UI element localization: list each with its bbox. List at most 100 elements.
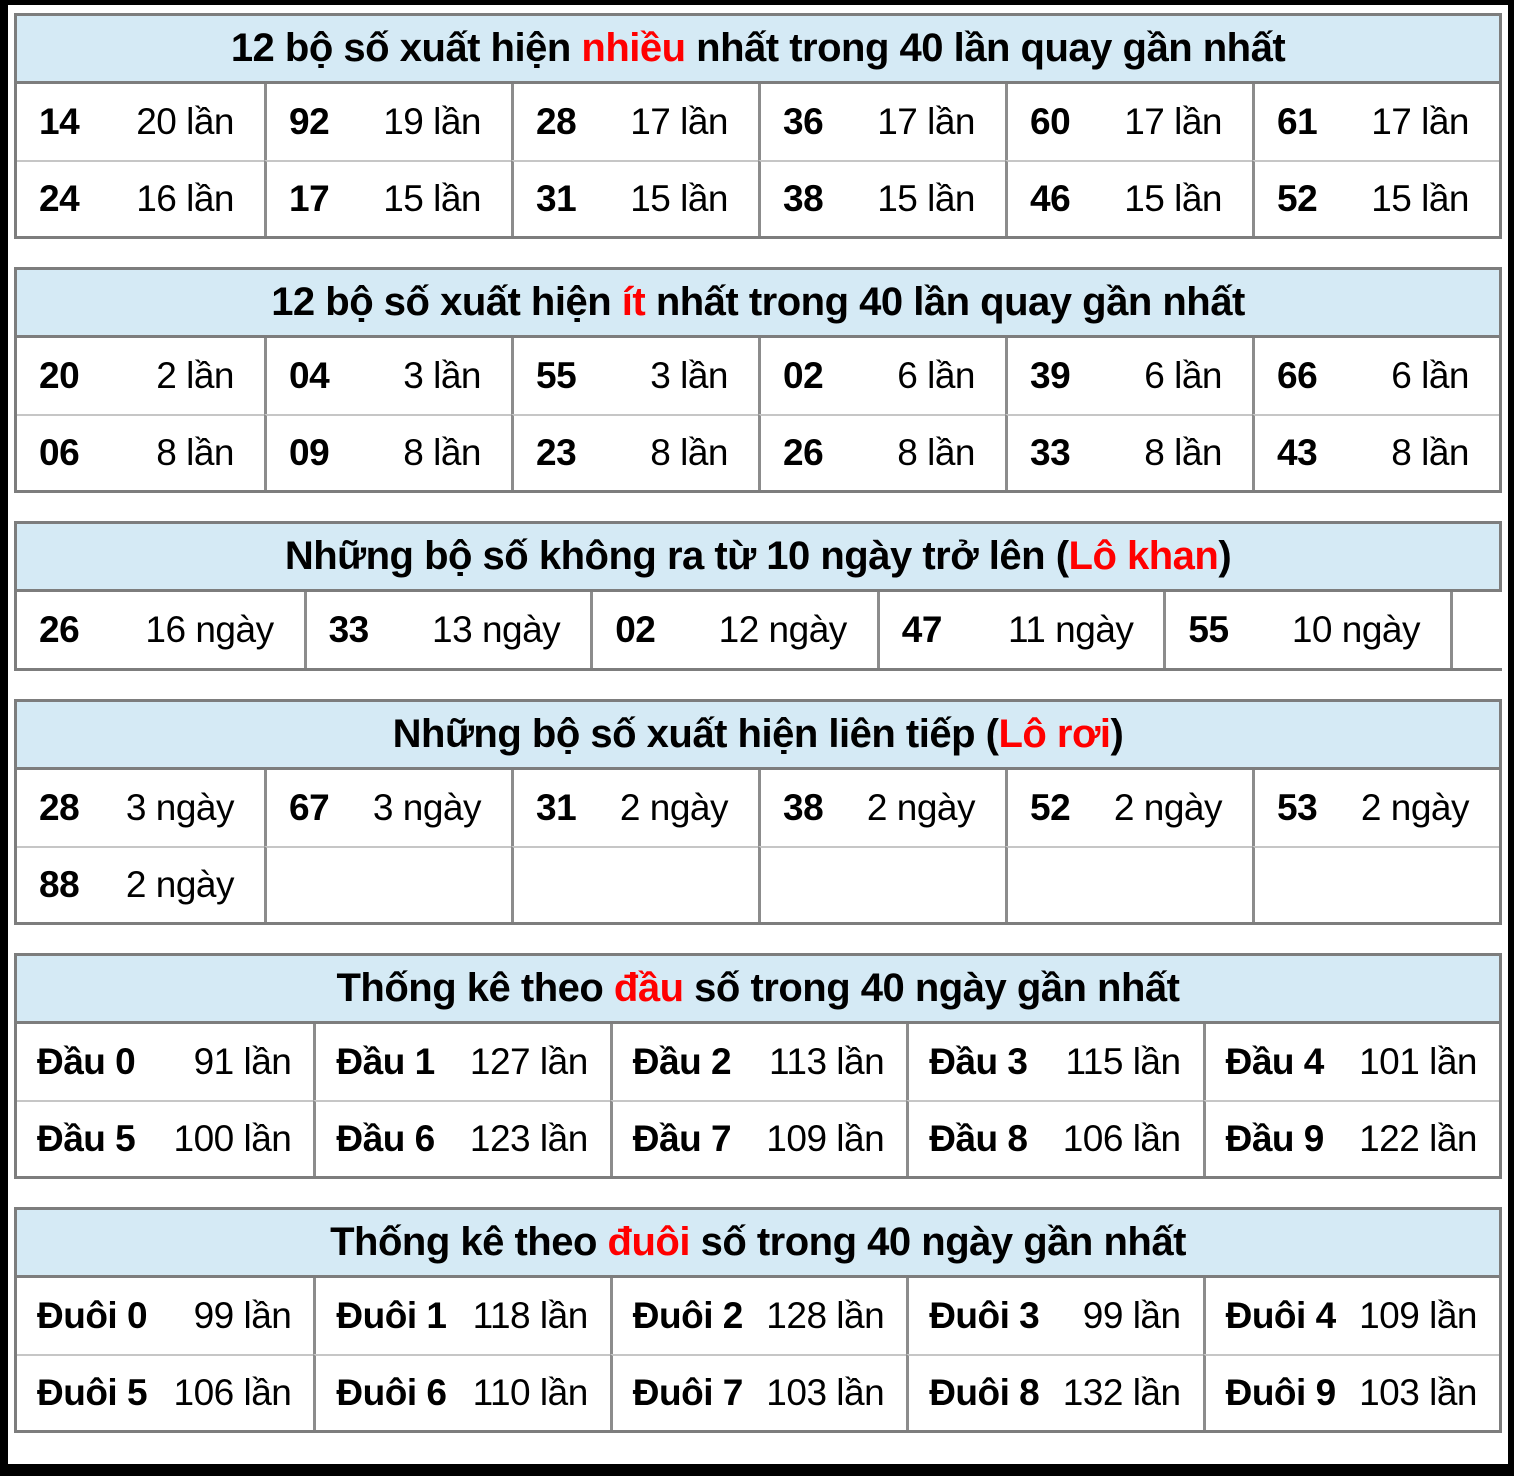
stat-cell: 26 8 lần bbox=[758, 414, 1005, 490]
stat-cell: Đầu 0 91 lần bbox=[17, 1024, 314, 1100]
table-duoi-so-grid: Đuôi 0 99 lần Đuôi 1 118 lần Đuôi 2 128 lần Đu… bbox=[17, 1278, 1499, 1430]
cell-number: Đầu 8 bbox=[929, 1118, 1028, 1159]
cell-count: 2 ngày bbox=[1360, 787, 1470, 828]
cell-number: Đuôi 5 bbox=[37, 1372, 148, 1413]
cell-number: 20 bbox=[39, 355, 80, 396]
cell-number: 53 bbox=[1277, 787, 1318, 828]
cell-number: 02 bbox=[783, 355, 824, 396]
lottery-statistics-page: 12 bộ số xuất hiện nhiều nhất trong 40 l… bbox=[8, 5, 1508, 1464]
table-duoi-so: Thống kê theo đuôi số trong 40 ngày gần … bbox=[14, 1207, 1502, 1433]
cell-count: 17 lần bbox=[877, 101, 975, 142]
stat-cell: Đuôi 7 103 lần bbox=[609, 1354, 907, 1430]
cell-number: 23 bbox=[536, 432, 577, 473]
cell-number: 52 bbox=[1277, 178, 1318, 219]
cell-count: 101 lần bbox=[1359, 1041, 1477, 1082]
table-most-frequent-header: 12 bộ số xuất hiện nhiều nhất trong 40 l… bbox=[17, 16, 1499, 84]
empty-cell bbox=[1252, 846, 1499, 922]
stat-cell: Đuôi 0 99 lần bbox=[17, 1278, 314, 1354]
cell-number: 92 bbox=[289, 101, 330, 142]
cell-count: 17 lần bbox=[630, 101, 728, 142]
stat-cell: 67 3 ngày bbox=[264, 770, 511, 846]
stat-cell: 53 2 ngày bbox=[1252, 770, 1499, 846]
cell-number: 33 bbox=[1030, 432, 1071, 473]
cell-count: 15 lần bbox=[630, 178, 728, 219]
table-dau-so: Thống kê theo đầu số trong 40 ngày gần n… bbox=[14, 953, 1502, 1179]
cell-number: Đầu 4 bbox=[1225, 1041, 1325, 1082]
stat-cell: 06 8 lần bbox=[17, 414, 264, 490]
cell-count: 20 lần bbox=[136, 101, 234, 142]
cell-number: 31 bbox=[536, 787, 577, 828]
cell-count: 6 lần bbox=[1144, 355, 1222, 396]
title-keyword-red: ít bbox=[621, 280, 646, 324]
cell-count: 12 ngày bbox=[718, 609, 848, 650]
cell-number: 28 bbox=[39, 787, 80, 828]
cell-count: 3 ngày bbox=[372, 787, 482, 828]
stat-cell: Đầu 8 106 lần bbox=[906, 1100, 1203, 1176]
cell-number: 28 bbox=[536, 101, 577, 142]
cell-number: Đuôi 3 bbox=[929, 1295, 1040, 1336]
cell-number: Đầu 1 bbox=[336, 1041, 435, 1082]
cell-number: 04 bbox=[289, 355, 330, 396]
stat-cell: 60 17 lần bbox=[1005, 84, 1252, 160]
cell-count: 132 lần bbox=[1062, 1372, 1181, 1413]
title-text-post: số trong 40 ngày gần nhất bbox=[689, 1220, 1187, 1264]
cell-count: 8 lần bbox=[897, 432, 975, 473]
cell-number: 36 bbox=[783, 101, 824, 142]
empty-cell bbox=[758, 846, 1005, 922]
stat-cell: 23 8 lần bbox=[511, 414, 758, 490]
stat-cell: 66 6 lần bbox=[1252, 338, 1499, 414]
cell-count: 122 lần bbox=[1359, 1118, 1477, 1159]
stat-cell: 33 13 ngày bbox=[303, 592, 591, 668]
table-lo-roi-header: Những bộ số xuất hiện liên tiếp (Lô rơi) bbox=[17, 702, 1499, 770]
cell-count: 3 ngày bbox=[125, 787, 235, 828]
title-keyword-red: Lô rơi bbox=[998, 712, 1111, 756]
stat-cell: 88 2 ngày bbox=[17, 846, 264, 922]
stat-cell: 55 10 ngày bbox=[1163, 592, 1450, 668]
cell-number: 26 bbox=[39, 609, 80, 650]
empty-cell bbox=[1450, 592, 1505, 668]
cell-number: 43 bbox=[1277, 432, 1318, 473]
stat-cell: Đuôi 1 118 lần bbox=[313, 1278, 610, 1354]
stat-cell: 38 2 ngày bbox=[758, 770, 1005, 846]
cell-number: Đuôi 0 bbox=[37, 1295, 148, 1336]
cell-count: 106 lần bbox=[1062, 1118, 1181, 1159]
title-text-post: số trong 40 ngày gần nhất bbox=[683, 966, 1180, 1010]
cell-count: 8 lần bbox=[1391, 432, 1469, 473]
empty-cell bbox=[511, 846, 758, 922]
cell-number: Đầu 7 bbox=[632, 1118, 732, 1159]
stat-cell: 46 15 lần bbox=[1005, 160, 1252, 236]
cell-number: Đầu 5 bbox=[37, 1118, 136, 1159]
cell-count: 8 lần bbox=[156, 432, 234, 473]
cell-number: Đuôi 4 bbox=[1225, 1295, 1337, 1336]
title-keyword-red: đuôi bbox=[607, 1220, 691, 1264]
cell-number: Đuôi 7 bbox=[632, 1372, 744, 1413]
stat-cell: 33 8 lần bbox=[1005, 414, 1252, 490]
stat-cell: 28 3 ngày bbox=[17, 770, 264, 846]
cell-number: 47 bbox=[901, 609, 943, 650]
cell-count: 127 lần bbox=[469, 1041, 588, 1082]
stat-cell: 02 12 ngày bbox=[590, 592, 877, 668]
cell-count: 6 lần bbox=[1391, 355, 1469, 396]
stat-cell: 52 2 ngày bbox=[1005, 770, 1252, 846]
cell-number: 67 bbox=[289, 787, 330, 828]
cell-number: Đuôi 1 bbox=[336, 1295, 447, 1336]
cell-number: Đuôi 2 bbox=[632, 1295, 744, 1336]
table-title: 12 bộ số xuất hiện nhiều nhất trong 40 l… bbox=[231, 26, 1286, 71]
title-text-pre: Những bộ số không ra từ 10 ngày trở lên … bbox=[284, 534, 1069, 578]
cell-count: 17 lần bbox=[1371, 101, 1469, 142]
stat-cell: Đuôi 6 110 lần bbox=[313, 1354, 610, 1430]
stat-cell: 43 8 lần bbox=[1252, 414, 1499, 490]
stat-cell: 92 19 lần bbox=[264, 84, 511, 160]
cell-count: 15 lần bbox=[1371, 178, 1469, 219]
stat-cell: Đầu 1 127 lần bbox=[313, 1024, 610, 1100]
cell-count: 8 lần bbox=[403, 432, 481, 473]
table-dau-so-header: Thống kê theo đầu số trong 40 ngày gần n… bbox=[17, 956, 1499, 1024]
stat-cell: 36 17 lần bbox=[758, 84, 1005, 160]
cell-count: 2 ngày bbox=[619, 787, 729, 828]
stat-cell: 26 16 ngày bbox=[17, 592, 304, 668]
title-keyword-red: nhiều bbox=[581, 26, 686, 70]
cell-count: 123 lần bbox=[469, 1118, 588, 1159]
table-lo-roi-grid: 28 3 ngày 67 3 ngày 31 2 ngày 38 2 ngày 52 2 ngày… bbox=[17, 770, 1499, 922]
cell-number: 14 bbox=[39, 101, 80, 142]
